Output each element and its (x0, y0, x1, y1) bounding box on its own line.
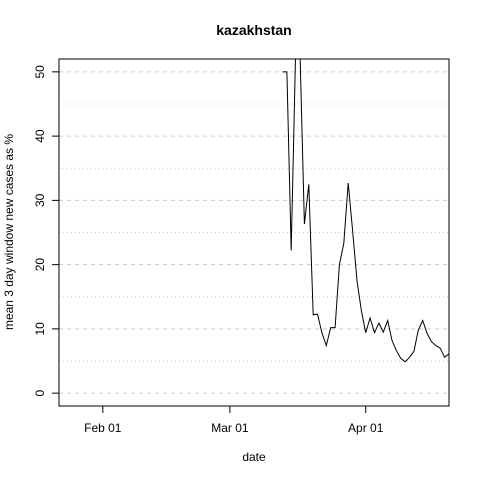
plot-area-border (58, 58, 450, 407)
y-tick-label: 20 (33, 258, 47, 272)
series-layer (282, 59, 449, 363)
x-tick-label: Mar 01 (211, 421, 249, 435)
series-line (282, 59, 449, 363)
y-tick-label: 30 (33, 193, 47, 207)
y-tick-label: 10 (33, 322, 47, 336)
y-axis-label: mean 3 day window new cases as % (2, 134, 16, 330)
y-axis: 0 10 20 30 40 50 (33, 65, 59, 396)
y-tick-label: 50 (33, 65, 47, 79)
x-tick-label: Apr 01 (348, 421, 384, 435)
y-tick-label: 0 (33, 389, 47, 396)
y-tick-label: 40 (33, 129, 47, 143)
chart-title: kazakhstan (216, 22, 291, 38)
x-axis-label: date (242, 450, 266, 464)
x-tick-label: Feb 01 (84, 421, 122, 435)
grid-lines (59, 71, 449, 394)
x-axis: Feb 01 Mar 01 Apr 01 (84, 406, 384, 435)
